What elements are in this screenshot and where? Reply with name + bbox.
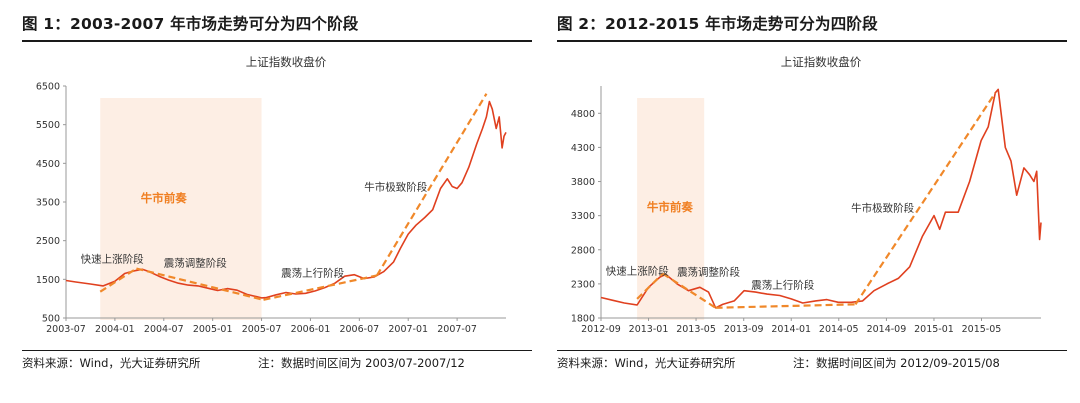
- y-tick-label: 1500: [36, 275, 60, 286]
- source-text: 资料来源：Wind，光大证券研究所: [22, 356, 201, 370]
- trend-line: [715, 303, 856, 309]
- trend-line: [263, 274, 378, 301]
- y-tick-label: 4500: [36, 159, 60, 170]
- note-text: 注：数据时间区间为 2012/09-2015/08: [793, 356, 1000, 370]
- x-tick-label: 2014-09: [867, 324, 907, 335]
- y-tick-label: 1800: [571, 314, 595, 325]
- figure-title: 图 2：2012-2015 年市场走势可分为四阶段: [557, 15, 878, 33]
- x-tick-label: 2007-07: [437, 324, 477, 335]
- annotation-label: 震荡上行阶段: [751, 279, 814, 292]
- annotation-label: 牛市前奏: [141, 191, 187, 205]
- x-tick-label: 2013-05: [676, 324, 716, 335]
- y-tick-label: 3300: [571, 211, 595, 222]
- y-tick-label: 2800: [571, 245, 595, 256]
- figure-2: 图 2：2012-2015 年市场走势可分为四阶段 上证指数收盘价 1800 230…: [557, 0, 1069, 403]
- note-text: 注：数据时间区间为 2003/07-2007/12: [258, 356, 465, 370]
- x-tick-label: 2015-01: [914, 324, 954, 335]
- x-tick-label: 2015-05: [962, 324, 1002, 335]
- trend-line: [99, 267, 137, 293]
- y-tick-label: 2500: [36, 236, 60, 247]
- x-tick-label: 2012-09: [581, 324, 621, 335]
- annotation-label: 震荡调整阶段: [677, 266, 740, 279]
- y-tick-label: 2300: [571, 279, 595, 290]
- annotation-label: 震荡上行阶段: [281, 267, 344, 280]
- figure-title: 图 1：2003-2007 年市场走势可分为四个阶段: [22, 15, 359, 33]
- annotation-label: 牛市前奏: [647, 200, 693, 214]
- trend-line: [375, 93, 488, 277]
- figure-1: 图 1：2003-2007 年市场走势可分为四个阶段 上证指数收盘价 500 150…: [22, 0, 534, 403]
- footer: 资料来源：Wind，光大证券研究所 注：数据时间区间为 2003/07-2007…: [22, 355, 465, 371]
- annotation-label: 牛市极致阶段: [364, 180, 427, 193]
- x-tick-label: 2003-07: [46, 324, 86, 335]
- annotation-label: 牛市极致阶段: [851, 202, 914, 215]
- footer: 资料来源：Wind，光大证券研究所 注：数据时间区间为 2012/09-2015…: [557, 355, 1000, 371]
- x-tick-label: 2005-07: [242, 324, 282, 335]
- shaded-region: [100, 98, 262, 320]
- x-tick-label: 2006-07: [339, 324, 379, 335]
- y-tick-label: 5500: [36, 120, 60, 131]
- annotation-label: 快速上涨阶段: [606, 264, 669, 277]
- annotation-label: 震荡调整阶段: [164, 257, 227, 270]
- title-rule: [22, 40, 532, 42]
- footer-rule: [557, 350, 1067, 351]
- x-tick-label: 2007-01: [388, 324, 428, 335]
- trend-line: [636, 272, 664, 300]
- x-tick-label: 2004-07: [144, 324, 184, 335]
- trend-line: [854, 92, 997, 305]
- title-rule: [557, 40, 1067, 42]
- x-tick-label: 2013-01: [629, 324, 669, 335]
- y-tick-label: 500: [42, 314, 60, 325]
- chart-sse-2012-2015: 上证指数收盘价 1800 2300 2800 3300 3800 4300 4800 2012-…: [571, 55, 1042, 335]
- chart-title: 上证指数收盘价: [781, 55, 862, 69]
- footer-rule: [22, 350, 532, 351]
- x-tick-label: 2005-01: [193, 324, 233, 335]
- source-text: 资料来源：Wind，光大证券研究所: [557, 356, 736, 370]
- x-tick-label: 2014-01: [771, 324, 811, 335]
- y-tick-label: 3500: [36, 198, 60, 209]
- y-tick-label: 4800: [571, 109, 595, 120]
- chart-sse-2003-2007: 上证指数收盘价 500 1500 2500 3500 4500 5500 6500 2003-0…: [36, 55, 507, 335]
- y-tick-label: 4300: [571, 143, 595, 154]
- x-tick-label: 2013-09: [724, 324, 764, 335]
- chart-title: 上证指数收盘价: [246, 55, 327, 69]
- x-tick-label: 2006-01: [291, 324, 331, 335]
- annotation-label: 快速上涨阶段: [81, 253, 144, 266]
- x-tick-label: 2004-01: [95, 324, 135, 335]
- y-tick-label: 6500: [36, 82, 60, 93]
- y-tick-label: 3800: [571, 177, 595, 188]
- x-tick-label: 2014-05: [819, 324, 859, 335]
- shaded-region: [637, 98, 705, 320]
